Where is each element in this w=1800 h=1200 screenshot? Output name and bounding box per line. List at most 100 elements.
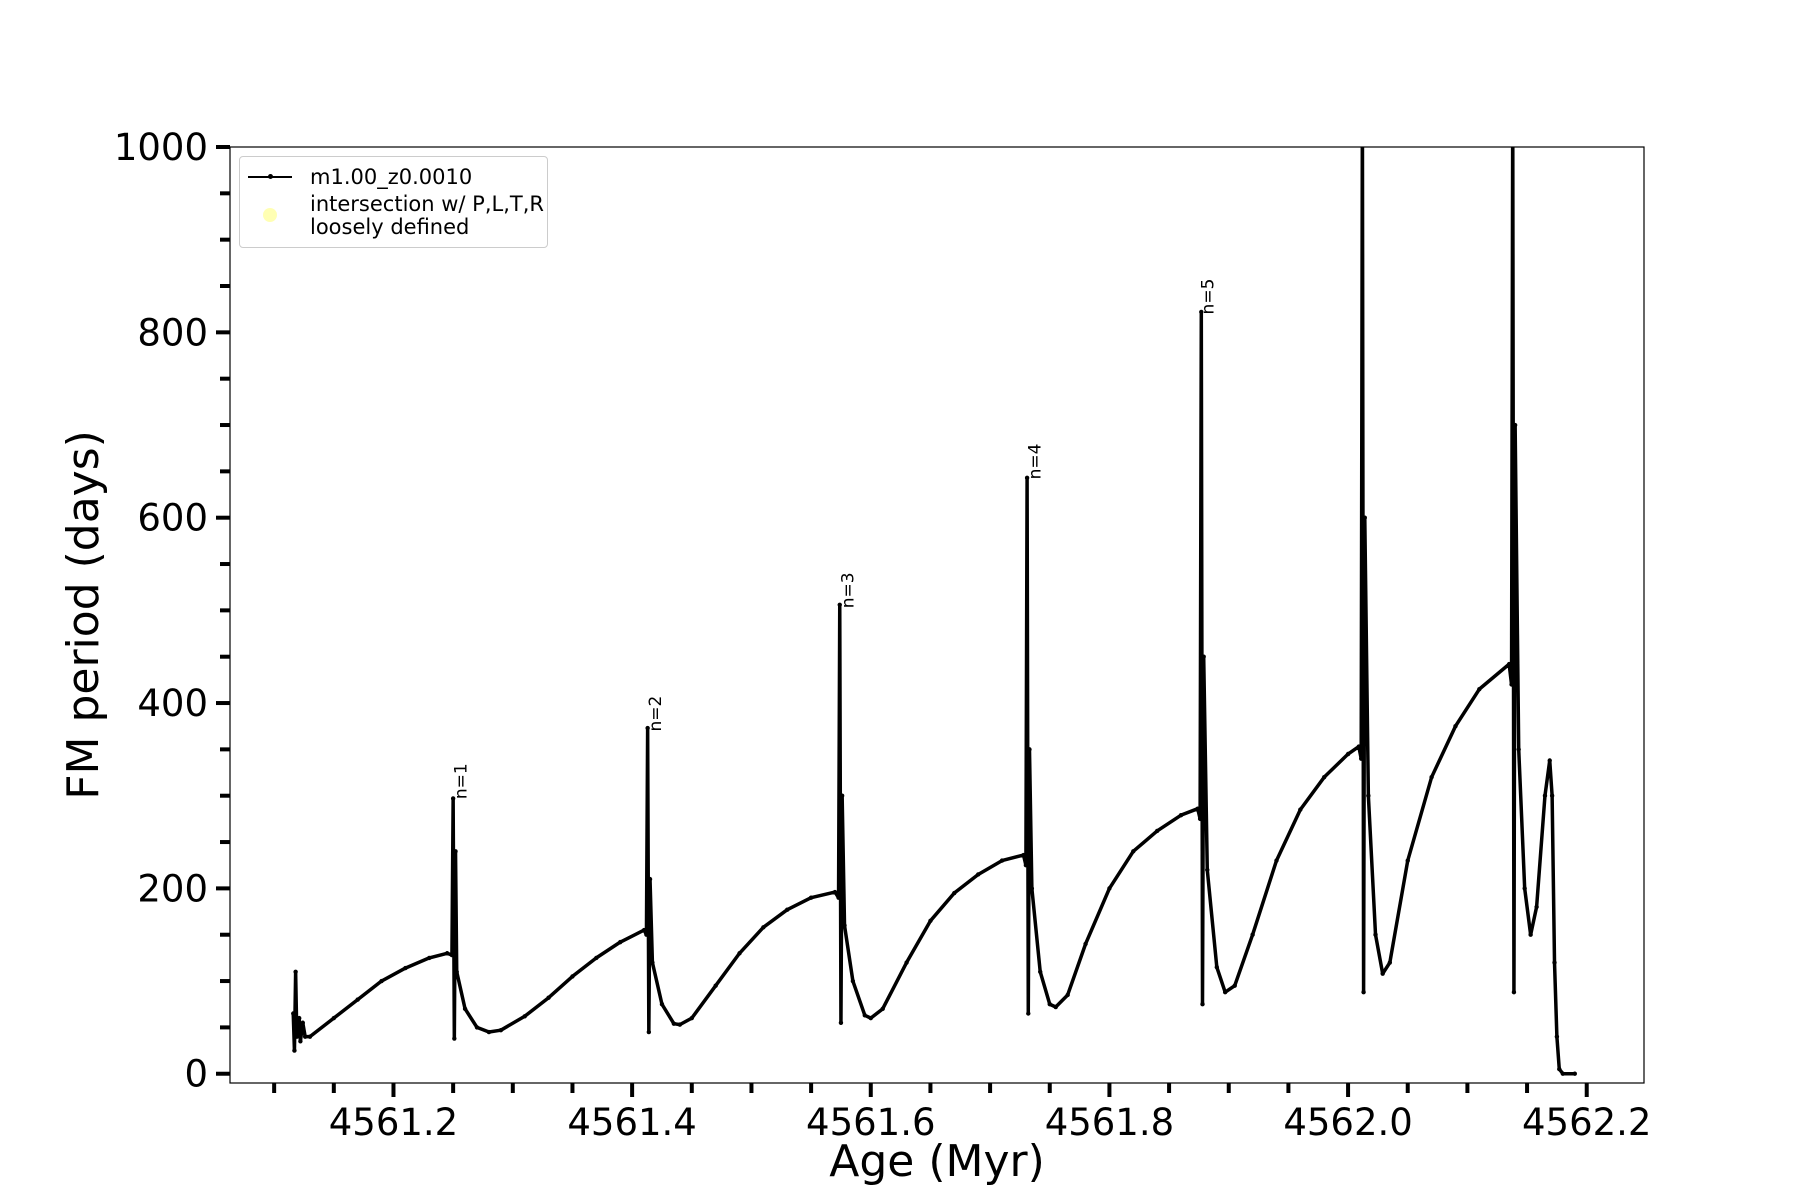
line-marker <box>379 978 384 984</box>
annotation: n=1 <box>452 763 472 799</box>
line-marker <box>1053 1004 1058 1010</box>
y-tick-label: 200 <box>137 867 208 910</box>
line-marker <box>1222 989 1228 995</box>
y-tick-label: 1000 <box>114 126 208 169</box>
line-marker <box>1107 886 1112 891</box>
x-tick-label: 4562.0 <box>1283 1101 1412 1144</box>
line-marker <box>1214 964 1220 970</box>
line-marker <box>486 1029 492 1035</box>
line-marker <box>1373 932 1378 937</box>
line-marker <box>462 1006 468 1012</box>
line-marker <box>307 1034 313 1039</box>
line-marker <box>808 895 814 900</box>
data-line <box>291 147 1575 1076</box>
line-marker <box>646 1029 652 1035</box>
line-marker <box>842 923 847 928</box>
line-marker <box>1360 98 1364 102</box>
line-marker <box>570 974 575 979</box>
line-marker <box>868 1015 873 1021</box>
line-marker <box>355 997 360 1002</box>
y-axis-label: FM period (days) <box>58 430 109 800</box>
line-marker <box>522 1014 527 1019</box>
line-marker <box>452 1036 457 1041</box>
line-marker <box>1557 1066 1562 1072</box>
line-marker <box>1250 932 1255 937</box>
annotation: n=5 <box>1199 279 1219 315</box>
line-marker <box>294 1034 300 1039</box>
line-marker <box>427 955 432 961</box>
line-marker <box>474 1025 480 1030</box>
line-marker <box>785 907 790 912</box>
line-marker <box>837 602 842 608</box>
line-marker <box>1429 774 1434 780</box>
line-marker <box>641 927 647 933</box>
line-marker <box>1380 971 1385 976</box>
line-marker <box>839 793 845 798</box>
line-marker <box>1506 661 1512 667</box>
line-marker <box>904 960 909 965</box>
line-marker <box>1199 309 1204 315</box>
line-marker <box>1549 793 1555 798</box>
line-marker <box>454 969 459 974</box>
line-marker <box>1511 989 1517 995</box>
plot-frame <box>229 146 1645 1084</box>
line-marker <box>650 960 655 965</box>
legend-symbol <box>248 165 292 189</box>
line-marker <box>1195 806 1200 811</box>
line-marker <box>1477 686 1482 692</box>
line-marker <box>546 995 551 1000</box>
line-marker <box>1359 756 1364 761</box>
line-marker <box>645 725 650 731</box>
line-marker <box>1026 1011 1031 1016</box>
plot-area <box>291 98 1577 1076</box>
line-marker <box>1029 886 1035 891</box>
line-marker <box>1572 1071 1577 1076</box>
line-marker <box>1387 960 1393 965</box>
legend-entry: m1.00_z0.0010 <box>240 165 472 189</box>
line-marker <box>297 1015 302 1021</box>
line-marker <box>975 872 981 877</box>
line-marker <box>1023 863 1029 868</box>
line-marker <box>594 955 599 961</box>
line-marker <box>1154 828 1160 834</box>
line-marker <box>1200 1002 1205 1007</box>
line-marker <box>677 1022 683 1027</box>
line-marker <box>880 1006 885 1012</box>
line-marker <box>737 951 742 956</box>
line-marker <box>1554 1034 1560 1039</box>
line-marker <box>291 1011 296 1016</box>
line-marker <box>1509 682 1514 687</box>
line-marker <box>862 1013 868 1018</box>
line-marker <box>617 939 623 945</box>
line-marker <box>298 1039 303 1044</box>
line-marker <box>1547 758 1552 763</box>
line-marker <box>1542 793 1548 798</box>
line-marker <box>331 1015 337 1021</box>
legend-label: m1.00_z0.0010 <box>310 164 473 189</box>
line-marker <box>761 925 766 930</box>
x-tick-label: 4561.8 <box>1045 1101 1174 1144</box>
line-marker <box>1512 422 1518 428</box>
annotation: n=3 <box>838 572 858 608</box>
line-marker <box>293 969 298 974</box>
x-tick-label: 4561.2 <box>329 1101 458 1144</box>
line-marker <box>1021 852 1026 858</box>
line-marker <box>1356 744 1362 749</box>
line-marker <box>1038 969 1043 974</box>
line-marker <box>1528 932 1533 937</box>
line-marker <box>1552 960 1557 965</box>
line-marker <box>1205 867 1210 873</box>
line-marker <box>659 1002 665 1007</box>
line-marker <box>689 1015 694 1021</box>
line-marker <box>713 983 718 988</box>
line-marker <box>644 932 649 937</box>
line-marker <box>850 978 856 984</box>
line-marker <box>1366 793 1371 798</box>
line-marker <box>1232 983 1237 988</box>
line-marker <box>1516 747 1521 752</box>
line-marker <box>302 1034 308 1039</box>
line-marker <box>449 952 455 958</box>
line-marker <box>453 849 458 854</box>
